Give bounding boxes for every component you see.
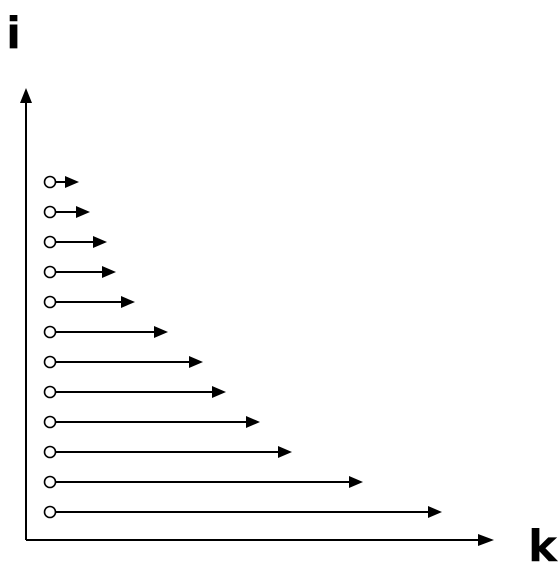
row-origin-circle: [43, 445, 57, 459]
row-origin-circle: [43, 385, 57, 399]
row-origin-circle: [43, 265, 57, 279]
row-arrow-head: [65, 176, 79, 188]
row-origin-circle: [43, 415, 57, 429]
horizontal-axis-arrowhead: [478, 534, 494, 546]
row-origin-circle: [43, 205, 57, 219]
row-arrow-head: [93, 236, 107, 248]
arrow-rows: [43, 175, 442, 519]
row-origin-circle: [43, 235, 57, 249]
row-origin-circle: [43, 325, 57, 339]
row-origin-circle: [43, 175, 57, 189]
horizontal-axis-label: k: [528, 521, 559, 564]
vertical-axis-label: i: [6, 8, 21, 59]
row-arrow-head: [121, 296, 135, 308]
row-arrow-head: [154, 326, 168, 338]
row-arrow-head: [76, 206, 90, 218]
row-origin-circle: [43, 475, 57, 489]
row-arrow-head: [246, 416, 260, 428]
row-arrow-head: [212, 386, 226, 398]
row-arrow-head: [189, 356, 203, 368]
row-origin-circle: [43, 505, 57, 519]
row-origin-circle: [43, 295, 57, 309]
row-arrow-head: [102, 266, 116, 278]
row-arrow-head: [278, 446, 292, 458]
row-arrow-head: [349, 476, 363, 488]
vertical-axis-arrowhead: [20, 88, 32, 103]
row-arrow-head: [428, 506, 442, 518]
row-origin-circle: [43, 355, 57, 369]
